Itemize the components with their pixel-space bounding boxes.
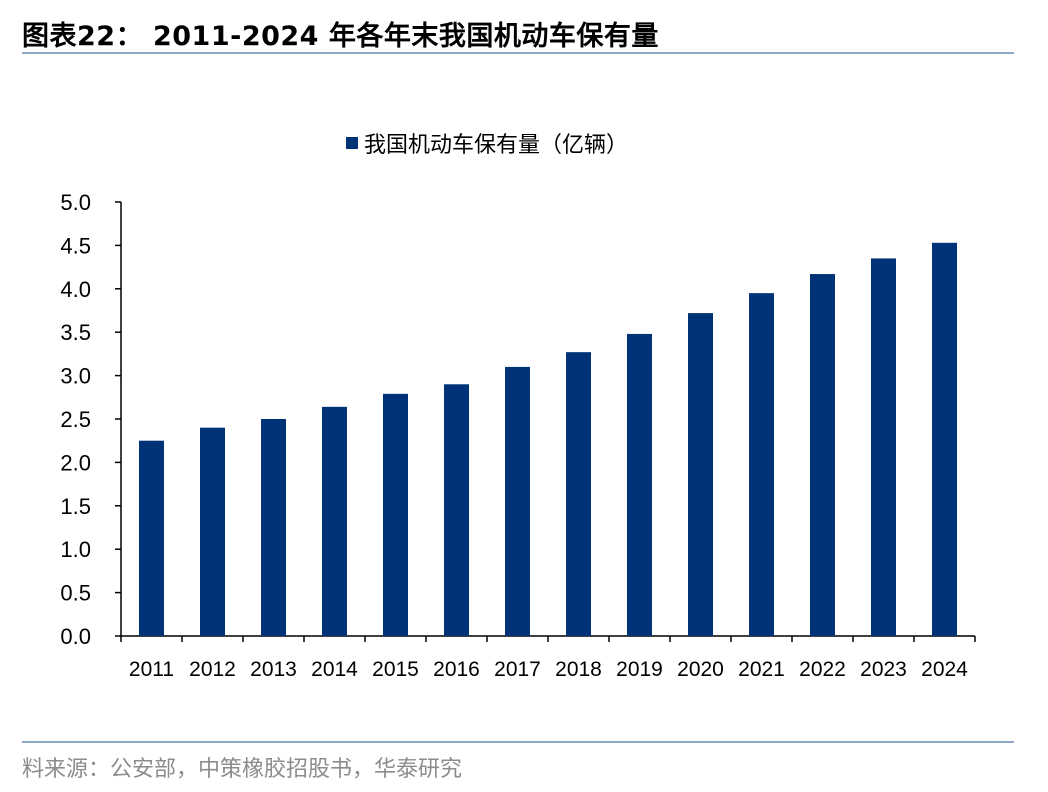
y-tick-label: 5.0 bbox=[60, 190, 91, 215]
bar bbox=[383, 393, 408, 636]
y-axis: 0.0 0.5 1.0 1.5 2.0 2.5 3.0 3.5 4.0 4.5 5.0 bbox=[60, 190, 122, 649]
source-note: 料来源：公安部，中策橡胶招股书，华泰研究 bbox=[22, 757, 463, 782]
figure-title: 图表22： 2011-2024 年各年末我国机动车保有量 bbox=[22, 21, 659, 52]
bar bbox=[749, 293, 774, 636]
legend-swatch bbox=[346, 137, 358, 149]
y-tick-label: 3.0 bbox=[60, 364, 91, 389]
y-tick-label: 2.5 bbox=[60, 407, 91, 432]
bar bbox=[200, 427, 225, 636]
bar bbox=[566, 352, 591, 636]
bar bbox=[139, 440, 164, 636]
x-tick-label: 2011 bbox=[129, 658, 174, 681]
x-tick-label: 2013 bbox=[250, 658, 297, 681]
x-tick-label: 2017 bbox=[494, 658, 541, 681]
x-tick-label: 2022 bbox=[799, 658, 846, 681]
x-tick-label: 2021 bbox=[738, 658, 785, 681]
bar bbox=[688, 313, 713, 636]
x-tick-label: 2023 bbox=[860, 658, 907, 681]
y-tick-label: 4.5 bbox=[60, 233, 91, 258]
bar bbox=[505, 366, 530, 636]
bar bbox=[871, 258, 896, 636]
x-tick-label: 2014 bbox=[311, 658, 358, 681]
y-tick-label: 0.5 bbox=[60, 581, 91, 606]
y-tick-label: 1.0 bbox=[60, 537, 91, 562]
bar-series bbox=[139, 242, 957, 636]
legend: 我国机动车保有量（亿辆） bbox=[346, 132, 628, 157]
bar bbox=[322, 406, 347, 636]
bar-chart: 我国机动车保有量（亿辆） 0.0 0.5 1.0 1.5 2.0 2.5 3.0 3.5 4.0… bbox=[60, 132, 976, 681]
y-tick-label: 3.5 bbox=[60, 320, 91, 345]
title-divider bbox=[22, 52, 1014, 54]
x-tick-label: 2015 bbox=[372, 658, 419, 681]
bar bbox=[810, 274, 835, 636]
x-tick-label: 2024 bbox=[921, 658, 968, 681]
bar bbox=[932, 242, 957, 636]
x-axis: 2011 2012 2013 2014 2015 2016 2017 2018 2019 2020… bbox=[120, 635, 976, 681]
x-tick-label: 2019 bbox=[616, 658, 663, 681]
y-tick-label: 0.0 bbox=[60, 624, 91, 649]
y-tick-label: 1.5 bbox=[60, 494, 91, 519]
footer-divider bbox=[22, 741, 1014, 743]
y-tick-label: 2.0 bbox=[60, 450, 91, 475]
bar bbox=[444, 384, 469, 636]
bar bbox=[627, 333, 652, 636]
legend-label: 我国机动车保有量（亿辆） bbox=[364, 132, 628, 157]
x-tick-label: 2016 bbox=[433, 658, 480, 681]
y-tick-label: 4.0 bbox=[60, 277, 91, 302]
x-tick-label: 2018 bbox=[555, 658, 602, 681]
bar bbox=[261, 419, 286, 636]
x-tick-label: 2012 bbox=[189, 658, 236, 681]
x-tick-label: 2020 bbox=[677, 658, 724, 681]
